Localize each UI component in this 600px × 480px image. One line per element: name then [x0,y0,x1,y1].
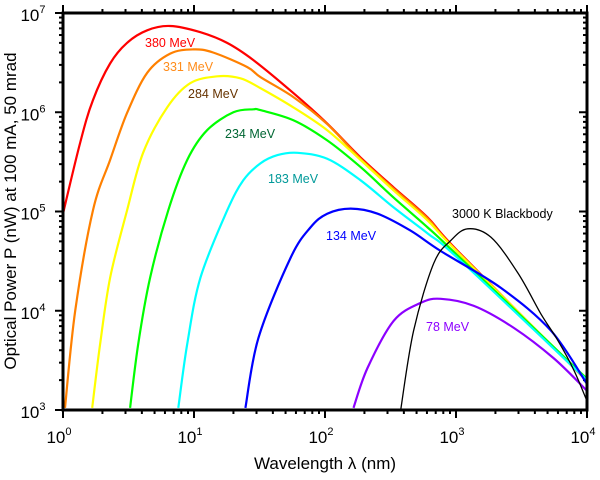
x-tick-label: 103 [439,426,464,447]
x-tick-label: 102 [308,426,333,447]
plot-frame [61,11,589,412]
y-axis-title: Optical Power P (nW) at 100 mA, 50 mrad [1,52,20,369]
series-label-78-mev: 78 MeV [426,320,470,334]
series-label-380-mev: 380 MeV [145,36,196,50]
x-axis-title: Wavelength λ (nm) [254,454,396,473]
series-group [63,24,587,410]
series-label-134-mev: 134 MeV [326,229,377,243]
y-tick-label: 105 [20,203,45,224]
series-line-331-mev [63,48,587,409]
y-tick-label: 106 [20,103,45,124]
series-label-183-mev: 183 MeV [268,172,319,186]
y-tick-label: 107 [20,4,45,25]
series-label-234-mev: 234 MeV [225,127,276,141]
series-labels: 380 MeV 331 MeV 284 MeV 234 MeV 183 MeV 134 M… [145,36,554,334]
series-line-234-mev [129,107,587,409]
series-label-3000-k-blackbody: 3000 K Blackbody [452,207,554,221]
x-tick-label: 101 [177,426,202,447]
y-tick-label: 104 [20,302,45,323]
series-line-134-mev [244,207,587,409]
series-line-3000-k-blackbody [400,228,587,410]
x-tick-label: 104 [570,426,595,447]
series-line-78-mev [352,297,587,409]
series-line-284-mev [91,74,587,409]
y-tick-label: 103 [20,401,45,422]
x-tick-label: 100 [46,426,71,447]
tick-labels: 100 101 102 103 104 103 104 105 106 107 [20,4,595,447]
series-label-284-mev: 284 MeV [188,87,239,101]
series-label-331-mev: 331 MeV [163,60,214,74]
series-line-183-mev [177,151,587,409]
